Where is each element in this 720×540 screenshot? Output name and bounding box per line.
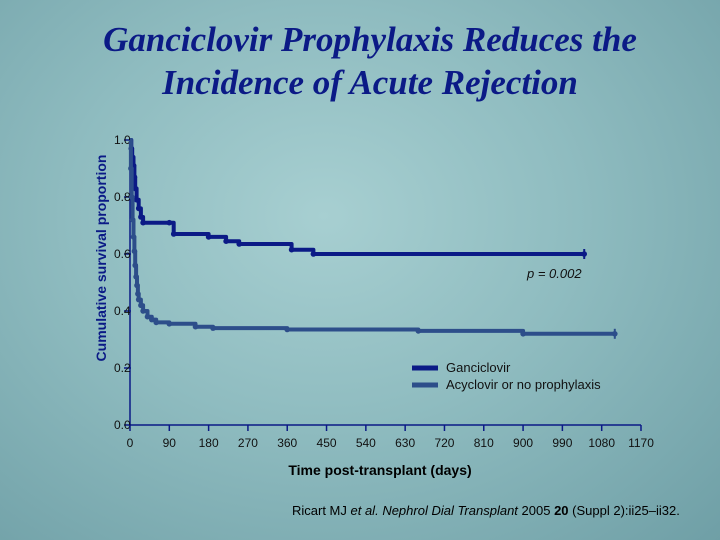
series-2-point	[140, 308, 146, 314]
series-2-point	[128, 194, 135, 200]
series-2-point	[132, 262, 138, 269]
legend: Ganciclovir Acyclovir or no prophylaxis	[412, 360, 601, 392]
x-tick-label: 450	[317, 436, 337, 450]
x-tick-label: 1170	[628, 436, 654, 450]
series-1-point	[236, 241, 242, 247]
x-tick-label: 1080	[588, 436, 615, 450]
axes: 0.0 0.2 0.4 0.6 0.8 1.0 0 90 180 270 360 450 540 630 7…	[114, 133, 654, 450]
series-2-point	[415, 328, 422, 334]
y-tick-label: 0.6	[114, 247, 131, 261]
chart-title-line-1: Ganciclovir Prophylaxis Reduces the	[103, 20, 637, 59]
series-2-point	[153, 319, 159, 326]
x-tick-label: 270	[238, 436, 258, 450]
y-axis-label-text: Cumulative survival proportion	[93, 155, 109, 362]
series-1-point	[223, 238, 229, 244]
series-2-point	[520, 331, 526, 337]
series-2-point	[138, 302, 144, 309]
series-1-point	[166, 219, 173, 226]
series-2-point	[192, 323, 199, 330]
series-2-point	[166, 321, 173, 327]
series-layer	[128, 138, 618, 339]
series-2-point	[134, 282, 140, 289]
x-tick-label: 630	[395, 436, 415, 450]
chart-title-line-2: Incidence of Acute Rejection	[162, 63, 578, 102]
x-tick-label: 900	[513, 436, 533, 450]
x-tick-label: 990	[552, 436, 572, 450]
x-tick-label: 540	[356, 436, 376, 450]
legend-label-2: Acyclovir or no prophylaxis	[446, 377, 601, 392]
series-2-point	[135, 291, 141, 297]
series-1-point	[135, 205, 142, 212]
series-1-point	[138, 214, 144, 220]
y-tick-label: 0.2	[114, 361, 131, 375]
x-tick-label: 90	[163, 436, 177, 450]
citation-etal: et al.	[350, 503, 379, 518]
citation-year: 2005	[517, 503, 555, 518]
series-2-point	[129, 217, 136, 223]
series-2-point	[149, 316, 155, 323]
series-1-point	[132, 185, 138, 192]
series-line-2	[128, 138, 615, 336]
series-2-point	[128, 165, 134, 172]
series-2-point	[284, 326, 291, 333]
x-axis-label: Time post-transplant (days)	[288, 462, 471, 478]
citation-volume: 20	[554, 503, 569, 518]
citation-journal: Nephrol Dial Transplant	[382, 503, 518, 518]
x-tick-label: 180	[199, 436, 219, 450]
series-1-point	[288, 246, 295, 253]
y-tick-label: 0.4	[114, 304, 131, 318]
x-tick-label: 720	[434, 436, 454, 450]
series-2-point	[131, 248, 138, 254]
series-2-point	[130, 234, 137, 240]
legend-label-1: Ganciclovir	[446, 360, 511, 375]
series-2-point	[144, 313, 151, 320]
p-value-annotation: p = 0.002	[526, 266, 582, 281]
series-1-point	[140, 219, 146, 226]
x-tick-label: 0	[127, 436, 134, 450]
y-tick-label: 0.8	[114, 190, 131, 204]
series-2-point	[210, 325, 216, 331]
y-tick-label: 0.0	[114, 418, 131, 432]
citation: Ricart MJ et al. Nephrol Dial Transplant…	[292, 503, 680, 518]
y-axis-label: Cumulative survival proportion	[93, 155, 109, 362]
x-tick-label: 360	[277, 436, 297, 450]
series-1-point	[310, 251, 317, 257]
series-1-point	[205, 234, 212, 240]
citation-rest: (Suppl 2):ii25–ii32.	[568, 503, 680, 518]
series-1-point	[133, 197, 140, 203]
series-1-point	[170, 231, 177, 237]
series-line-1	[129, 138, 585, 256]
chart-title: Ganciclovir Prophylaxis Reduces the Inci…	[0, 18, 720, 104]
series-2-point	[133, 274, 139, 280]
y-tick-label: 1.0	[114, 133, 131, 147]
citation-authors: Ricart MJ	[292, 503, 351, 518]
x-tick-label: 810	[474, 436, 494, 450]
series-2-point	[135, 296, 142, 303]
